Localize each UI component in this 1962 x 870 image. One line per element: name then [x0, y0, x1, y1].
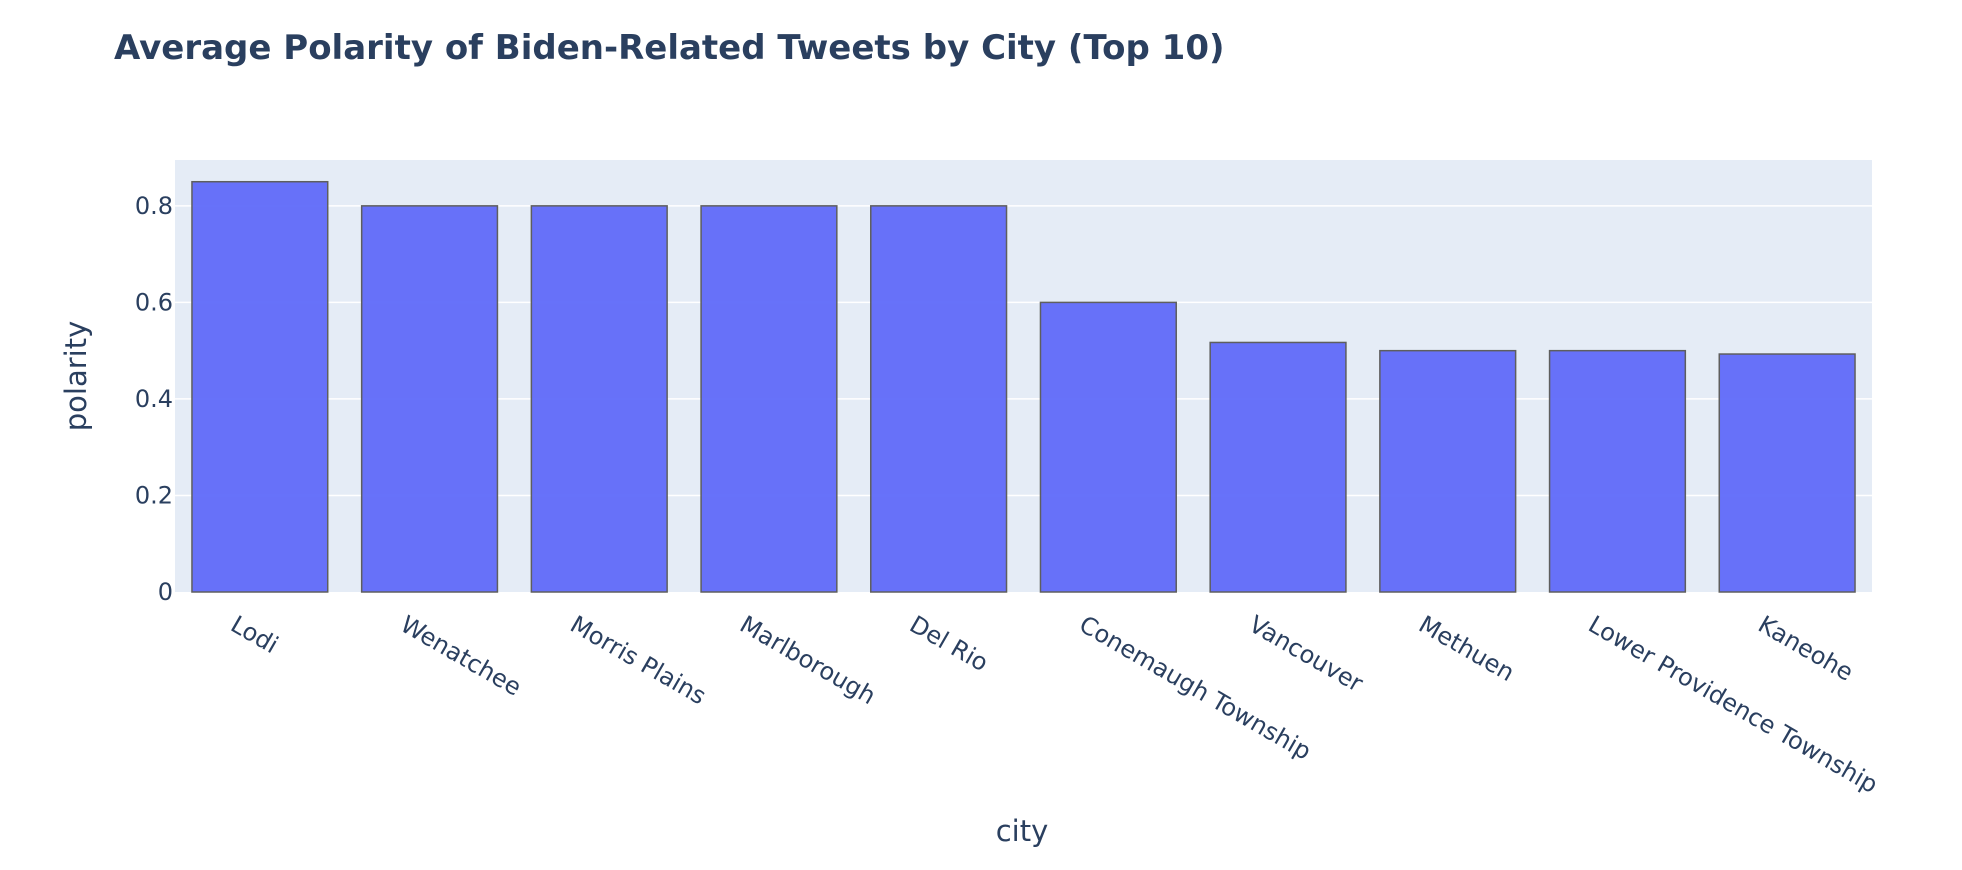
x-tick-label: Vancouver	[1244, 610, 1368, 698]
x-tick-label: Morris Plains	[565, 610, 710, 710]
bar[interactable]	[1379, 349, 1517, 593]
bars	[191, 180, 1856, 593]
x-axis-title: city	[996, 814, 1049, 848]
y-tick-label: 0	[158, 578, 173, 606]
y-tick-label: 0.4	[135, 385, 173, 413]
x-tick-label: Wenatchee	[396, 610, 526, 701]
x-tick-label: Lower Providence Township	[1584, 610, 1883, 799]
x-tick-label: Marlborough	[735, 610, 880, 710]
x-axis-ticks: Lodi Wenatchee Morris Plains Marlborough Del…	[226, 610, 1883, 799]
y-tick-label: 0.2	[135, 481, 173, 509]
x-tick-label: Kaneohe	[1753, 610, 1858, 687]
bar[interactable]	[530, 205, 668, 593]
y-axis-ticks: 0 0.2 0.4 0.6 0.8	[135, 192, 173, 606]
bar[interactable]	[191, 180, 329, 593]
bar[interactable]	[1548, 349, 1687, 593]
bar[interactable]	[1039, 301, 1177, 593]
x-tick-label: Lodi	[226, 610, 283, 659]
bar[interactable]	[360, 205, 499, 593]
bar[interactable]	[1209, 341, 1347, 593]
bar[interactable]	[870, 205, 1008, 593]
y-axis-title: polarity	[59, 321, 93, 432]
y-tick-label: 0.6	[135, 288, 173, 316]
chart-title: Average Polarity of Biden-Related Tweets…	[114, 28, 1225, 68]
bar[interactable]	[1718, 353, 1856, 593]
x-tick-label: Del Rio	[905, 610, 993, 677]
y-tick-label: 0.8	[135, 192, 173, 220]
bar[interactable]	[700, 205, 838, 593]
x-tick-label: Methuen	[1414, 610, 1519, 687]
